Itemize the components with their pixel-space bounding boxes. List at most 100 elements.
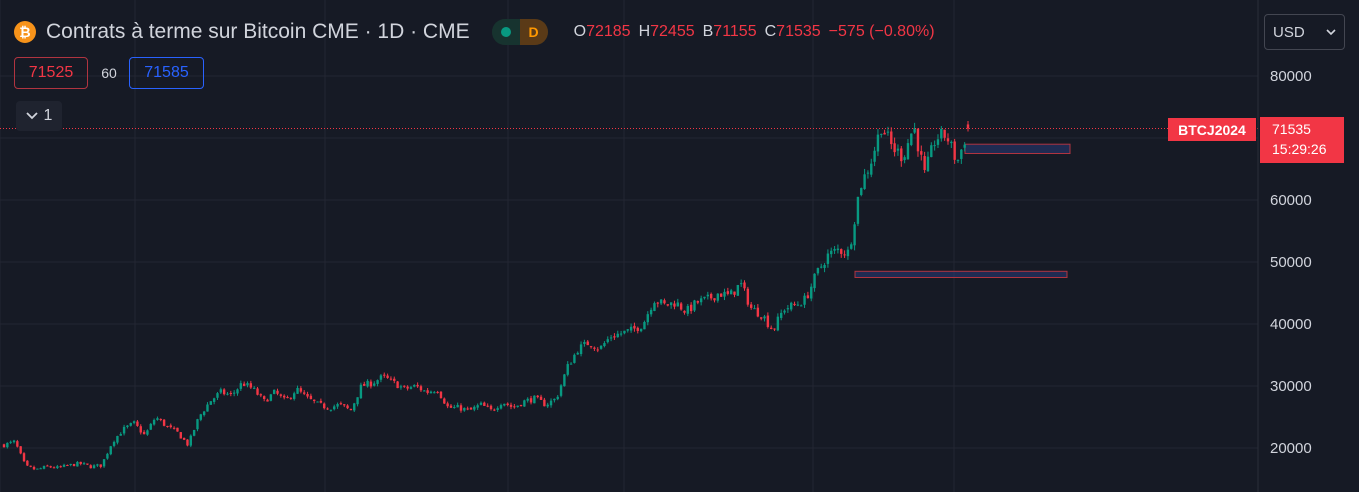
candle-body	[499, 405, 503, 409]
candle-body	[316, 401, 319, 403]
candle-body	[222, 389, 226, 395]
candle-body	[356, 397, 359, 405]
chevron-down-icon	[1326, 28, 1336, 35]
candle-body	[806, 295, 810, 299]
market-status[interactable]: D	[491, 19, 548, 45]
candle-body	[713, 298, 716, 301]
candle-body	[226, 393, 229, 395]
candle-body	[369, 381, 373, 387]
buy-button[interactable]: 71585	[129, 57, 204, 89]
candle-body	[903, 157, 906, 161]
candle-body	[419, 386, 423, 391]
candle-body	[553, 398, 556, 401]
candle-body	[646, 314, 649, 323]
candle-body	[229, 392, 233, 394]
candle-body	[469, 407, 473, 410]
candle-body	[823, 264, 826, 268]
candle-body	[386, 375, 389, 378]
symbol-price-label: BTCJ2024	[1168, 118, 1256, 141]
candle-body	[72, 464, 76, 467]
candle-body	[166, 425, 169, 427]
candle-body	[326, 408, 329, 410]
candle-body	[676, 302, 679, 307]
candle-body	[366, 380, 369, 387]
candle-body	[523, 400, 526, 407]
currency-select[interactable]: USD	[1264, 14, 1345, 50]
candle-body	[219, 389, 223, 393]
candle-body	[783, 310, 786, 313]
candle-body	[39, 468, 42, 470]
candle-body	[566, 364, 569, 375]
sell-button[interactable]: 71525	[14, 57, 88, 89]
candle-body	[709, 293, 713, 299]
candle-body	[830, 250, 833, 255]
candles	[2, 121, 970, 471]
candle-body	[409, 387, 413, 389]
candle-body	[403, 385, 406, 387]
candle-body	[526, 398, 529, 401]
indicators-collapse-button[interactable]: 1	[16, 101, 62, 131]
candle-body	[559, 385, 563, 396]
candle-body	[746, 288, 750, 305]
symbol-title[interactable]: Contrats à terme sur Bitcoin CME · 1D · …	[46, 20, 470, 43]
candle-body	[36, 468, 39, 470]
candle-body	[319, 400, 323, 403]
close-value: 71535	[776, 23, 821, 40]
candle-body	[519, 405, 523, 407]
candle-body	[873, 150, 876, 162]
candle-body	[466, 408, 469, 410]
candle-body	[212, 398, 216, 402]
candle-body	[333, 406, 336, 410]
candle-body	[900, 148, 903, 162]
candle-body	[169, 425, 172, 428]
candle-body	[613, 336, 616, 338]
candle-body	[800, 305, 803, 307]
candle-body	[179, 432, 182, 439]
candle-body	[803, 295, 806, 305]
candle-body	[339, 403, 343, 405]
candle-body	[49, 466, 52, 468]
candle-body	[659, 299, 663, 304]
candle-body	[259, 394, 263, 396]
candle-body	[433, 392, 436, 394]
candle-body	[766, 315, 770, 327]
candle-body	[102, 459, 106, 467]
candle-body	[29, 465, 32, 467]
candle-body	[586, 341, 589, 346]
candle-body	[126, 425, 129, 428]
candle-body	[943, 129, 946, 138]
candle-body	[246, 383, 249, 386]
chevron-down-icon	[25, 112, 38, 120]
candle-body	[443, 398, 446, 404]
candle-body	[199, 414, 203, 420]
candle-body	[489, 405, 493, 410]
candle-body	[92, 465, 96, 469]
candle-body	[699, 298, 703, 303]
candle-body	[820, 266, 823, 268]
open-label: O	[573, 23, 587, 40]
candle-body	[496, 408, 499, 410]
candle-body	[346, 405, 349, 409]
candle-body	[299, 388, 303, 392]
change-value: −575 (−0.80%)	[828, 23, 935, 40]
candle-body	[266, 399, 269, 402]
candle-body	[159, 418, 162, 421]
candle-body	[529, 398, 533, 403]
candle-body	[493, 409, 496, 411]
candle-body	[9, 441, 12, 443]
candle-body	[276, 390, 279, 394]
candle-body	[172, 427, 176, 429]
candle-body	[629, 326, 633, 331]
candle-body	[202, 411, 206, 416]
candle-body	[196, 419, 199, 430]
candle-body	[793, 303, 796, 306]
candle-body	[116, 435, 119, 443]
candle-body	[753, 308, 756, 310]
candle-body	[182, 437, 186, 440]
candle-body	[343, 404, 346, 406]
candle-body	[446, 403, 449, 407]
candle-body	[636, 327, 639, 331]
candle-body	[946, 138, 950, 142]
candle-body	[59, 466, 62, 468]
